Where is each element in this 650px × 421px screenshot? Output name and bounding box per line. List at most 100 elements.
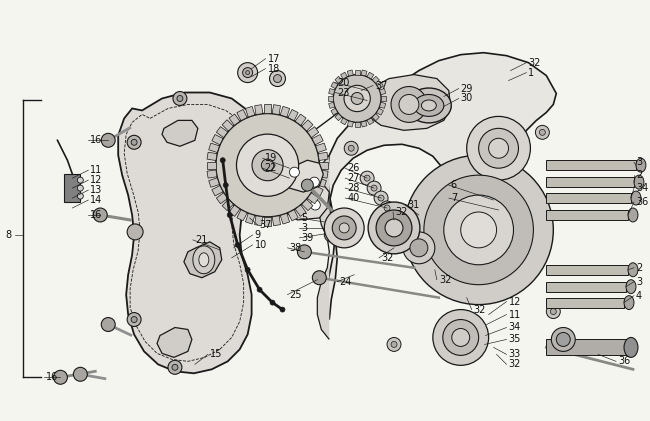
Circle shape xyxy=(252,149,283,181)
Text: 36: 36 xyxy=(618,356,630,366)
Polygon shape xyxy=(212,135,223,145)
Circle shape xyxy=(274,75,281,83)
Text: 2: 2 xyxy=(636,263,642,273)
Ellipse shape xyxy=(628,263,638,277)
Ellipse shape xyxy=(626,280,636,293)
Text: 4: 4 xyxy=(636,290,642,301)
Text: 40: 40 xyxy=(347,193,359,203)
Polygon shape xyxy=(246,107,255,117)
Circle shape xyxy=(101,133,115,147)
Circle shape xyxy=(410,239,428,257)
Polygon shape xyxy=(184,242,222,278)
Polygon shape xyxy=(237,210,247,221)
Polygon shape xyxy=(237,109,247,121)
Text: 1: 1 xyxy=(528,68,534,77)
Circle shape xyxy=(261,159,274,171)
Circle shape xyxy=(77,193,83,199)
Polygon shape xyxy=(209,178,220,187)
Circle shape xyxy=(257,287,262,292)
Polygon shape xyxy=(207,162,216,169)
Text: 24: 24 xyxy=(339,277,352,287)
Circle shape xyxy=(433,309,489,365)
Polygon shape xyxy=(380,102,385,108)
Ellipse shape xyxy=(631,191,641,205)
Circle shape xyxy=(489,139,508,158)
Circle shape xyxy=(270,71,285,87)
Polygon shape xyxy=(361,75,450,131)
Text: 17: 17 xyxy=(268,53,280,64)
Polygon shape xyxy=(209,143,220,152)
Circle shape xyxy=(371,185,377,191)
Polygon shape xyxy=(222,120,233,131)
Text: 16: 16 xyxy=(90,135,103,145)
Text: 15: 15 xyxy=(210,349,222,360)
Polygon shape xyxy=(312,135,323,145)
Text: 32: 32 xyxy=(439,275,451,285)
Polygon shape xyxy=(280,213,290,224)
Circle shape xyxy=(424,175,534,285)
Text: 36: 36 xyxy=(636,197,648,207)
Text: 13: 13 xyxy=(90,185,103,195)
Polygon shape xyxy=(316,178,326,187)
Text: 3: 3 xyxy=(636,277,642,287)
Circle shape xyxy=(242,68,253,77)
Ellipse shape xyxy=(193,246,214,274)
Text: 32: 32 xyxy=(474,304,486,314)
Circle shape xyxy=(467,116,530,180)
Circle shape xyxy=(298,245,311,259)
Polygon shape xyxy=(264,104,271,113)
Polygon shape xyxy=(255,105,263,115)
Circle shape xyxy=(328,232,334,238)
Polygon shape xyxy=(246,213,255,224)
Circle shape xyxy=(238,63,257,83)
Circle shape xyxy=(367,181,381,195)
Text: 10: 10 xyxy=(255,240,267,250)
Text: 7: 7 xyxy=(450,193,457,203)
Polygon shape xyxy=(283,182,330,220)
Circle shape xyxy=(173,91,187,105)
Text: 19: 19 xyxy=(265,153,277,163)
Polygon shape xyxy=(312,186,323,196)
Polygon shape xyxy=(347,121,354,127)
Ellipse shape xyxy=(199,253,209,267)
Text: 32: 32 xyxy=(381,253,393,263)
Circle shape xyxy=(73,368,87,381)
Circle shape xyxy=(380,201,394,215)
Text: 11: 11 xyxy=(90,165,103,175)
Polygon shape xyxy=(118,93,261,373)
Polygon shape xyxy=(288,109,298,121)
Polygon shape xyxy=(212,186,223,196)
Polygon shape xyxy=(318,152,328,160)
Circle shape xyxy=(237,134,298,196)
Polygon shape xyxy=(295,114,306,125)
Circle shape xyxy=(376,210,412,246)
Circle shape xyxy=(235,242,240,248)
Text: 31: 31 xyxy=(407,200,419,210)
Polygon shape xyxy=(162,120,198,146)
Polygon shape xyxy=(335,76,342,83)
Circle shape xyxy=(391,87,427,123)
Polygon shape xyxy=(264,217,271,226)
Circle shape xyxy=(101,317,115,331)
Circle shape xyxy=(385,219,403,237)
Circle shape xyxy=(339,223,349,233)
Ellipse shape xyxy=(624,296,634,309)
Bar xyxy=(547,339,631,355)
Text: 14: 14 xyxy=(90,195,103,205)
Polygon shape xyxy=(229,114,240,125)
Circle shape xyxy=(540,129,545,135)
Polygon shape xyxy=(272,105,281,115)
Circle shape xyxy=(364,175,370,181)
Ellipse shape xyxy=(636,158,646,172)
Circle shape xyxy=(223,183,228,188)
Polygon shape xyxy=(207,152,217,160)
Text: 20: 20 xyxy=(337,77,350,88)
Text: 22: 22 xyxy=(265,163,277,173)
Polygon shape xyxy=(295,205,306,216)
Circle shape xyxy=(332,216,356,240)
Circle shape xyxy=(131,317,137,322)
Text: 11: 11 xyxy=(508,309,521,320)
Text: 32: 32 xyxy=(508,360,521,369)
Polygon shape xyxy=(329,88,335,95)
Circle shape xyxy=(452,328,470,346)
